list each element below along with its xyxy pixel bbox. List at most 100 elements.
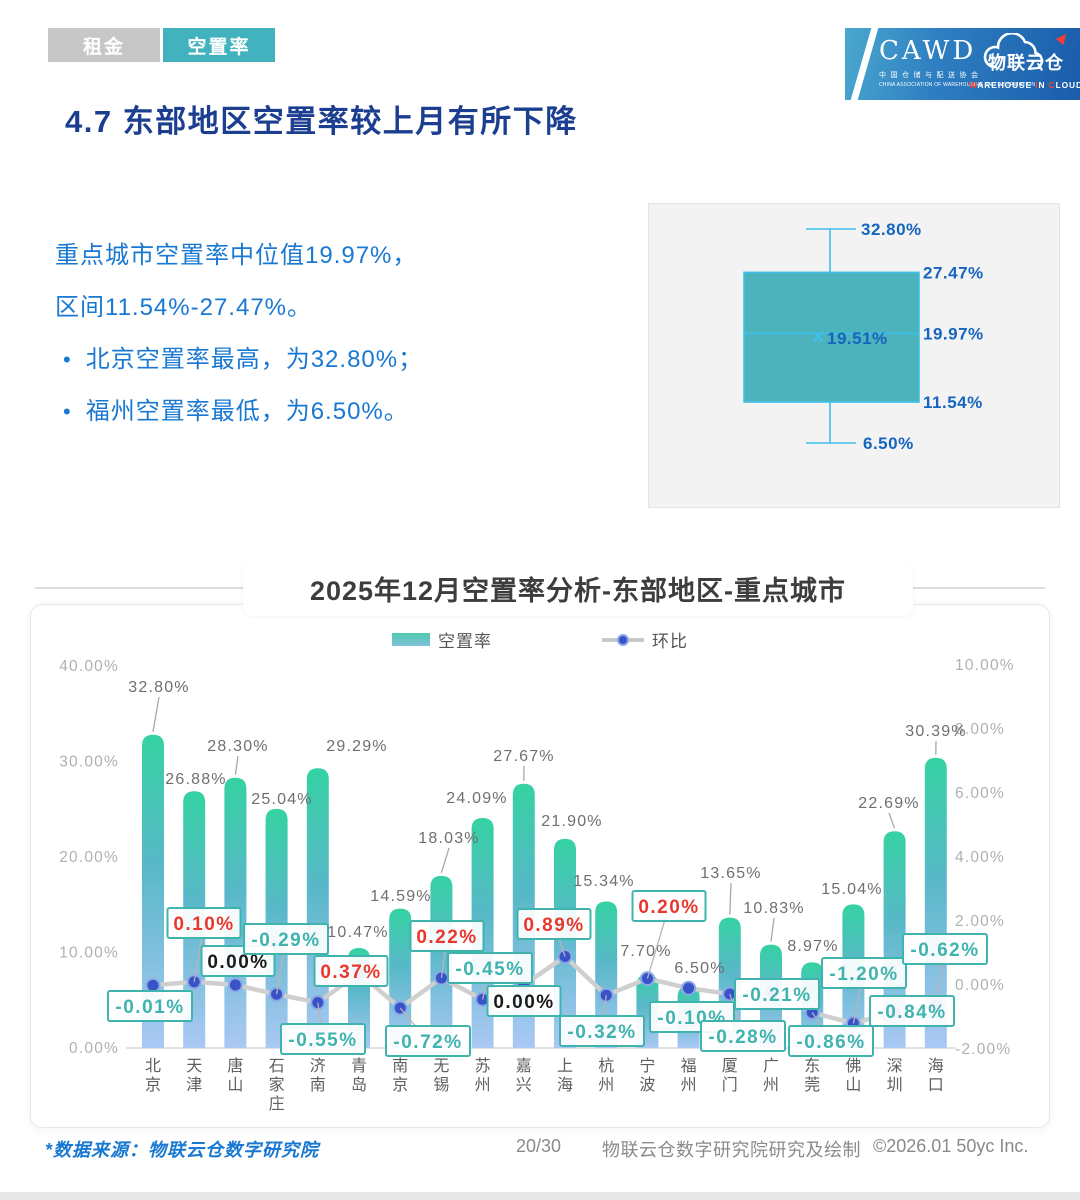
svg-text:19.97%: 19.97% [923,324,984,343]
svg-text:-0.01%: -0.01% [115,997,184,1018]
vacancy-series-swatch [392,633,430,646]
svg-text:石: 石 [269,1058,285,1075]
footer-source: *数据来源：物联云仓数字研究院 [45,1140,320,1160]
svg-text:10.00%: 10.00% [955,657,1015,674]
svg-text:上: 上 [557,1057,573,1075]
svg-text:15.34%: 15.34% [573,873,634,890]
vacancy-chart-canvas: 40.00% 30.00% 20.00% 10.00% 0.00% 10.00% 8.00%… [31,605,1049,1132]
svg-text:州: 州 [598,1077,614,1094]
summary-bullet: 福州空置率最低，为6.50%。 [55,386,615,438]
svg-text:30.00%: 30.00% [59,754,119,771]
svg-text:海: 海 [928,1057,944,1075]
summary-text: 重点城市空置率中位值19.97%， 区间11.54%-27.47%。 北京空置率… [55,230,615,438]
legend-mom-label: 环比 [652,632,688,651]
svg-text:30.39%: 30.39% [905,723,966,740]
svg-text:济: 济 [310,1057,326,1075]
svg-text:京: 京 [145,1076,161,1094]
summary-line: 重点城市空置率中位值19.97%， [55,242,418,269]
svg-text:26.88%: 26.88% [165,771,226,788]
svg-text:厦: 厦 [722,1058,738,1075]
svg-text:-0.29%: -0.29% [251,930,320,951]
svg-text:-0.45%: -0.45% [455,959,524,980]
svg-text:州: 州 [763,1077,779,1094]
chart-title-text: 2025年12月空置率分析-东部地区-重点城市 [309,576,847,606]
svg-text:南: 南 [392,1057,408,1075]
svg-text:0.00%: 0.00% [69,1040,119,1057]
boxplot-canvas: 32.80% 27.47% 19.97% 11.54% 6.50% × 19.51% [649,204,1059,512]
svg-text:苏: 苏 [475,1057,491,1075]
svg-text:14.59%: 14.59% [370,888,431,905]
svg-text:0.20%: 0.20% [638,897,699,918]
svg-text:杭: 杭 [598,1057,614,1075]
svg-text:-0.72%: -0.72% [393,1032,462,1053]
svg-text:岛: 岛 [351,1076,367,1094]
svg-text:东: 东 [804,1057,820,1075]
svg-text:11.54%: 11.54% [923,393,983,412]
svg-text:25.04%: 25.04% [251,791,312,808]
chart-legend: 空置率 环比 [31,627,1049,652]
svg-text:7.70%: 7.70% [620,943,671,960]
svg-text:27.47%: 27.47% [923,263,984,282]
summary-bullet: 北京空置率最高，为32.80%； [55,334,615,386]
cawd-chinese-name: 中国仓储与配送协会 [879,72,983,79]
svg-text:南: 南 [310,1076,326,1094]
svg-text:19.51%: 19.51% [827,329,888,348]
svg-text:4.00%: 4.00% [955,849,1005,866]
footer-credit: 物联云仓数字研究院研究及绘制 [602,1140,861,1160]
svg-text:-0.86%: -0.86% [796,1032,865,1053]
svg-text:6.50%: 6.50% [863,434,914,453]
wic-logo: 物联云仓 WAREHOUSE IN CLOUD [969,28,1080,100]
svg-text:-0.21%: -0.21% [742,985,811,1006]
svg-text:海: 海 [557,1076,573,1094]
svg-text:28.30%: 28.30% [207,738,268,755]
legend-mom: 环比 [602,627,688,652]
svg-text:18.03%: 18.03% [418,830,479,847]
svg-text:-0.55%: -0.55% [288,1030,357,1051]
tab-rent[interactable]: 租金 [48,28,160,62]
page-title: 4.7 东部地区空置率较上月有所下降 [65,104,578,139]
svg-text:21.90%: 21.90% [541,813,602,830]
svg-text:20.00%: 20.00% [59,849,119,866]
svg-text:州: 州 [475,1077,491,1094]
svg-text:0.89%: 0.89% [523,915,584,936]
svg-text:22.69%: 22.69% [858,795,919,812]
svg-text:10.47%: 10.47% [327,924,388,941]
svg-text:圳: 圳 [887,1076,903,1094]
red-arrow-icon [1055,34,1066,45]
svg-text:波: 波 [639,1076,655,1094]
tab-vacancy[interactable]: 空置率 [163,28,275,62]
mom-series-swatch [602,633,644,646]
svg-text:32.80%: 32.80% [128,679,189,696]
svg-text:8.00%: 8.00% [955,721,1005,738]
svg-text:40.00%: 40.00% [59,658,119,675]
svg-text:×: × [812,326,824,349]
svg-text:0.00%: 0.00% [207,952,268,973]
svg-text:津: 津 [186,1076,202,1094]
svg-text:0.22%: 0.22% [416,927,477,948]
svg-text:家: 家 [269,1076,285,1094]
svg-text:0.10%: 0.10% [173,914,234,935]
bottom-bar [0,1192,1080,1200]
svg-text:6.50%: 6.50% [674,960,725,977]
wic-chinese-name: 物联云仓 [987,53,1064,73]
svg-text:32.80%: 32.80% [861,220,922,239]
chart-card: 空置率 环比 40.00% 30.00% 20.00% 10.00% 0.00% 10.0… [30,604,1050,1128]
svg-text:北: 北 [145,1057,161,1075]
svg-text:山: 山 [845,1076,861,1094]
svg-text:-2.00%: -2.00% [955,1041,1011,1058]
svg-text:深: 深 [887,1057,903,1075]
svg-text:-0.84%: -0.84% [877,1002,946,1023]
wic-english-name: WAREHOUSE IN CLOUD [969,80,1080,90]
svg-text:-0.62%: -0.62% [910,940,979,961]
svg-text:29.29%: 29.29% [326,738,387,755]
svg-text:福: 福 [681,1057,697,1075]
chart-title: 2025年12月空置率分析-东部地区-重点城市 [243,561,913,616]
svg-text:口: 口 [928,1077,944,1094]
svg-text:唐: 唐 [227,1057,243,1075]
svg-text:-0.28%: -0.28% [708,1027,777,1048]
tab-bar: 租金 空置率 [48,28,275,62]
svg-text:宁: 宁 [639,1057,655,1075]
footer-page-number: 20/30 [516,1136,562,1156]
svg-text:6.00%: 6.00% [955,785,1005,802]
svg-text:天: 天 [186,1058,202,1075]
